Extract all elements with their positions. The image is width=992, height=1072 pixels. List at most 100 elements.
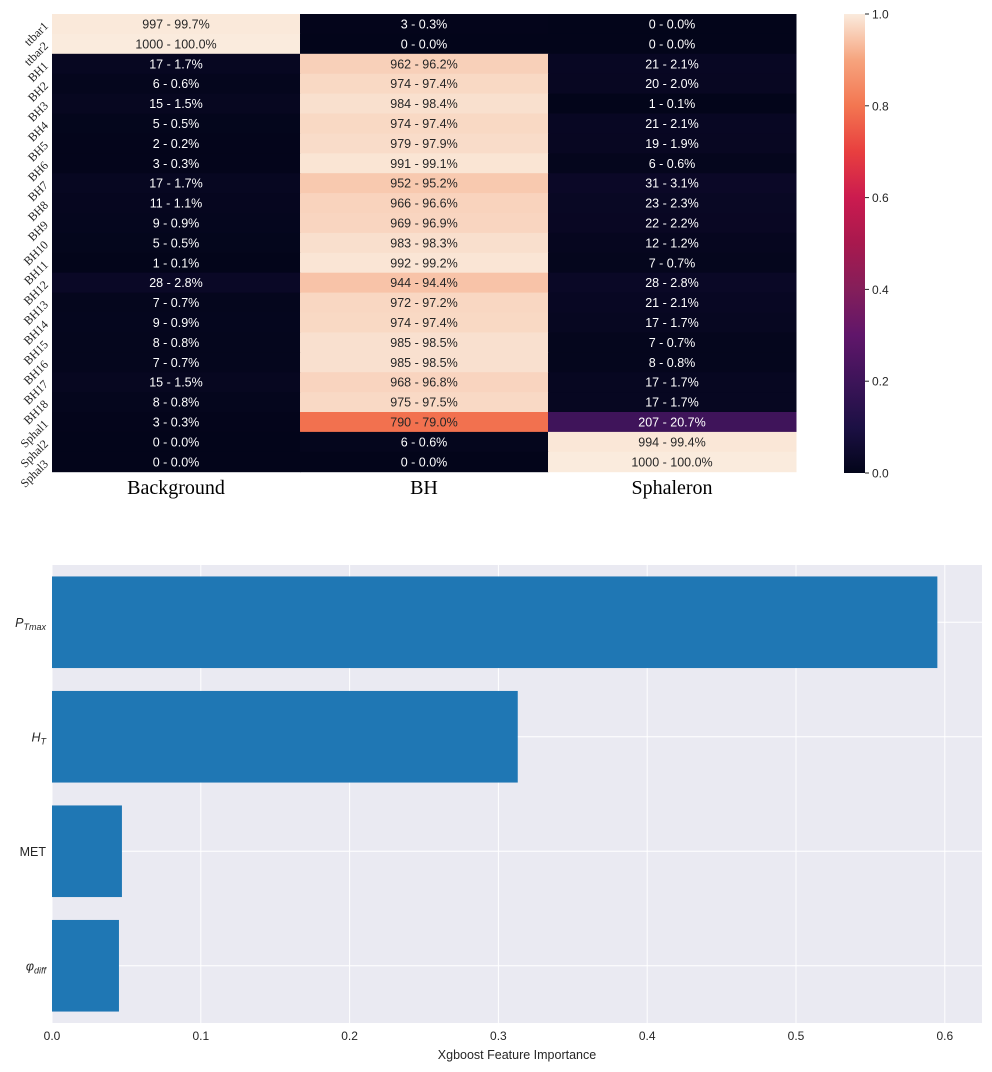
heatmap-cell-label: 975 - 97.5% — [390, 396, 457, 410]
heatmap-cell — [300, 73, 549, 95]
heatmap-cell — [52, 153, 301, 174]
heatmap-cell-label: 983 - 98.3% — [390, 236, 457, 250]
y-tick-label-subscript: Tmax — [24, 622, 47, 632]
heatmap-cell-label: 979 - 97.9% — [390, 137, 457, 151]
heatmap-cell — [548, 213, 797, 234]
heatmap-cell-label: 28 - 2.8% — [149, 276, 203, 290]
heatmap-cell — [300, 173, 549, 194]
heatmap-cell-label: 9 - 0.9% — [153, 316, 200, 330]
heatmap-cell-label: 12 - 1.2% — [645, 236, 699, 250]
heatmap-cell-label: 1 - 0.1% — [153, 256, 200, 270]
colorbar-tick-label: 0.2 — [872, 375, 889, 389]
heatmap-cell — [52, 93, 301, 114]
heatmap-cell-label: 974 - 97.4% — [390, 77, 457, 91]
heatmap-cell — [300, 431, 549, 453]
heatmap-cell — [52, 292, 301, 313]
heatmap-cell-label: 17 - 1.7% — [645, 396, 699, 410]
heatmap-cell — [300, 113, 549, 134]
heatmap-cell-label: 0 - 0.0% — [153, 455, 200, 469]
heatmap-cell-label: 31 - 3.1% — [645, 177, 699, 191]
heatmap-cell — [52, 173, 301, 194]
heatmap-column-label: BH — [410, 477, 438, 499]
heatmap-cell — [300, 412, 549, 433]
heatmap-cell-label: 969 - 96.9% — [390, 216, 457, 230]
heatmap-cell-label: 2 - 0.2% — [153, 137, 200, 151]
heatmap-cell-label: 991 - 99.1% — [390, 157, 457, 171]
heatmap-cell — [548, 252, 797, 274]
heatmap-cell — [300, 332, 549, 353]
heatmap-cell — [300, 352, 549, 373]
heatmap-cell-label: 962 - 96.2% — [390, 57, 457, 71]
heatmap-cell — [300, 292, 549, 313]
colorbar-tick-label: 0.6 — [872, 191, 889, 205]
heatmap-cell — [300, 133, 549, 154]
heatmap-cell-label: 11 - 1.1% — [150, 197, 203, 211]
heatmap-cell-label: 0 - 0.0% — [649, 17, 696, 31]
heatmap-cell-label: 3 - 0.3% — [153, 157, 200, 171]
heatmap-cell-label: 207 - 20.7% — [638, 415, 705, 429]
heatmap-cell — [300, 53, 549, 75]
heatmap-cell-label: 7 - 0.7% — [649, 256, 696, 270]
y-tick-label-main: φ — [26, 959, 34, 973]
heatmap-cell-label: 3 - 0.3% — [153, 415, 200, 429]
x-tick-label: 0.3 — [490, 1029, 507, 1043]
y-tick-label: PTmax — [15, 616, 46, 632]
heatmap-cell — [548, 312, 797, 333]
heatmap-cell — [548, 93, 797, 114]
heatmap-cell — [548, 133, 797, 154]
heatmap-cell-label: 7 - 0.7% — [153, 356, 200, 370]
heatmap-cell — [300, 93, 549, 114]
heatmap-cell-label: 17 - 1.7% — [149, 177, 203, 191]
heatmap-cell — [300, 451, 549, 473]
heatmap-cell-label: 0 - 0.0% — [649, 37, 696, 51]
heatmap-cell-label: 790 - 79.0% — [390, 415, 457, 429]
heatmap-cell-label: 6 - 0.6% — [401, 435, 448, 449]
heatmap-cell — [52, 33, 301, 55]
heatmap-cell — [548, 153, 797, 174]
heatmap-cell-label: 972 - 97.2% — [390, 296, 457, 310]
heatmap-cell — [300, 193, 549, 214]
heatmap-cell — [548, 193, 797, 214]
heatmap-cell-label: 5 - 0.5% — [153, 236, 200, 250]
colorbar-gradient — [844, 14, 865, 473]
x-tick-label: 0.1 — [192, 1029, 209, 1043]
heatmap-cell — [300, 33, 549, 55]
colorbar-tick-label: 0.4 — [872, 283, 889, 297]
heatmap-cell — [548, 292, 797, 313]
heatmap-cell — [52, 332, 301, 353]
bar — [52, 690, 518, 783]
heatmap-cell — [300, 372, 549, 393]
heatmap-cell — [300, 272, 549, 294]
bar — [52, 805, 122, 898]
heatmap-cell — [52, 352, 301, 373]
heatmap-cell — [548, 412, 797, 433]
colorbar-tick-label: 0.8 — [872, 99, 889, 113]
heatmap-cell-label: 3 - 0.3% — [401, 17, 448, 31]
heatmap-cell-label: 1000 - 100.0% — [631, 455, 712, 469]
heatmap-cell — [52, 392, 301, 413]
heatmap-cell-label: 6 - 0.6% — [649, 157, 696, 171]
heatmap-cell-label: 8 - 0.8% — [649, 356, 696, 370]
heatmap-cell — [548, 352, 797, 373]
heatmap-cell — [52, 272, 301, 294]
heatmap-cell — [300, 252, 549, 274]
heatmap-cell — [52, 73, 301, 95]
heatmap-cell-label: 1000 - 100.0% — [135, 37, 216, 51]
heatmap-cell — [52, 372, 301, 393]
heatmap-cell — [548, 113, 797, 134]
y-tick-label-main: H — [31, 730, 41, 744]
y-tick-label-subscript: diff — [34, 965, 48, 975]
heatmap-cell-label: 5 - 0.5% — [153, 117, 200, 131]
heatmap-cell — [52, 213, 301, 234]
heatmap-cell-label: 28 - 2.8% — [645, 276, 699, 290]
heatmap-cell — [548, 173, 797, 194]
heatmap-column-label: Sphaleron — [631, 477, 712, 499]
heatmap-cell-label: 19 - 1.9% — [645, 137, 699, 151]
heatmap-cell-label: 6 - 0.6% — [153, 77, 200, 91]
heatmap-cell — [548, 53, 797, 75]
heatmap-cell-label: 8 - 0.8% — [153, 336, 200, 350]
heatmap-cell — [52, 431, 301, 453]
heatmap-cell — [52, 113, 301, 134]
x-tick-label: 0.6 — [936, 1029, 953, 1043]
heatmap-cell — [300, 213, 549, 234]
